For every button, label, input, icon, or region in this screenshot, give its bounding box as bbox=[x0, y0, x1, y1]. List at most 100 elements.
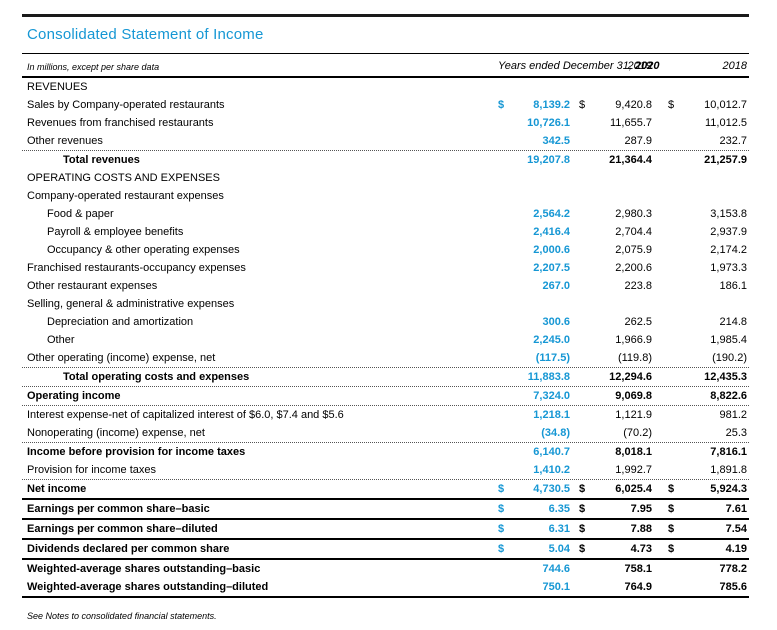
table-row: Franchised restaurants-occupancy expense… bbox=[22, 259, 749, 277]
value-text: 6.35 bbox=[548, 503, 570, 515]
value-2019: 2,980.3 bbox=[579, 208, 652, 220]
value-2018: 1,973.3 bbox=[668, 262, 747, 274]
row-label: Other restaurant expenses bbox=[27, 280, 158, 292]
value-2019: 9,069.8 bbox=[579, 390, 652, 402]
section-header-row: OPERATING COSTS AND EXPENSES bbox=[22, 169, 749, 187]
table-row: Weighted-average shares outstanding–basi… bbox=[22, 558, 749, 578]
value-text: 186.1 bbox=[719, 280, 747, 292]
table-row: Nonoperating (income) expense, net (34.8)… bbox=[22, 424, 749, 442]
value-text: 10,012.7 bbox=[704, 99, 747, 111]
row-label: REVENUES bbox=[27, 81, 88, 93]
value-text: 1,121.9 bbox=[615, 409, 652, 421]
value-2018: 1,985.4 bbox=[668, 334, 747, 346]
table-row: Depreciation and amortization 300.6 262.5 2… bbox=[22, 313, 749, 331]
value-text: 8,139.2 bbox=[533, 99, 570, 111]
value-text: 214.8 bbox=[719, 316, 747, 328]
value-text: 287.9 bbox=[624, 135, 652, 147]
value-2020: (34.8) bbox=[498, 427, 570, 439]
table-row: Other revenues 342.5 287.9 232.7 bbox=[22, 132, 749, 150]
value-text: 10,726.1 bbox=[527, 117, 570, 129]
dollar-sign: $ bbox=[668, 503, 675, 515]
row-label: Other revenues bbox=[27, 135, 103, 147]
row-label: Selling, general & administrative expens… bbox=[27, 298, 235, 310]
value-text: 1,966.9 bbox=[615, 334, 652, 346]
value-text: 2,980.3 bbox=[615, 208, 652, 220]
table-row: Other operating (income) expense, net (11… bbox=[22, 349, 749, 367]
value-2020: 2,207.5 bbox=[498, 262, 570, 274]
value-2018: 778.2 bbox=[668, 563, 747, 575]
table-row: Revenues from franchised restaurants 10,7… bbox=[22, 114, 749, 132]
value-2020: 2,564.2 bbox=[498, 208, 570, 220]
value-2018: $7.54 bbox=[668, 523, 747, 535]
value-text: 262.5 bbox=[624, 316, 652, 328]
value-2020: 1,218.1 bbox=[498, 409, 570, 421]
row-label: Nonoperating (income) expense, net bbox=[27, 427, 205, 439]
row-label: Occupancy & other operating expenses bbox=[47, 244, 240, 256]
value-text: 5,924.3 bbox=[710, 483, 747, 495]
value-text: (190.2) bbox=[712, 352, 747, 364]
value-2019: 758.1 bbox=[579, 563, 652, 575]
value-2018: $5,924.3 bbox=[668, 483, 747, 495]
value-2018: 186.1 bbox=[668, 280, 747, 292]
dollar-sign: $ bbox=[579, 503, 586, 515]
value-text: 7,816.1 bbox=[710, 446, 747, 458]
value-2018: 785.6 bbox=[668, 581, 747, 593]
value-text: 1,891.8 bbox=[710, 464, 747, 476]
value-2019: 12,294.6 bbox=[579, 371, 652, 383]
value-text: 2,245.0 bbox=[533, 334, 570, 346]
value-text: 6,140.7 bbox=[533, 446, 570, 458]
value-2020: 10,726.1 bbox=[498, 117, 570, 129]
row-label: Other bbox=[47, 334, 75, 346]
table-row: Dividends declared per common share $5.04… bbox=[22, 538, 749, 558]
value-2018: $4.19 bbox=[668, 543, 747, 555]
row-label: Food & paper bbox=[47, 208, 114, 220]
value-text: 1,218.1 bbox=[533, 409, 570, 421]
row-label: Operating income bbox=[27, 390, 121, 402]
value-2018: 1,891.8 bbox=[668, 464, 747, 476]
row-label: Earnings per common share–basic bbox=[27, 503, 210, 515]
dollar-sign: $ bbox=[498, 99, 505, 111]
table-header: In millions, except per share data Years… bbox=[22, 53, 749, 78]
dollar-sign: $ bbox=[668, 543, 675, 555]
value-text: 2,200.6 bbox=[615, 262, 652, 274]
page-title: Consolidated Statement of Income bbox=[27, 26, 264, 43]
table-row: Company-operated restaurant expenses bbox=[22, 187, 749, 205]
value-text: 21,364.4 bbox=[609, 154, 652, 166]
table-row: Total revenues 19,207.8 21,364.4 21,257.9 bbox=[22, 150, 749, 169]
value-2019: 11,655.7 bbox=[579, 117, 652, 129]
value-text: 25.3 bbox=[725, 427, 747, 439]
dollar-sign: $ bbox=[579, 483, 586, 495]
value-2018: 8,822.6 bbox=[668, 390, 747, 402]
value-2018: 232.7 bbox=[668, 135, 747, 147]
row-label: Weighted-average shares outstanding–basi… bbox=[27, 563, 261, 575]
table-row: Interest expense-net of capitalized inte… bbox=[22, 405, 749, 424]
value-2018: 3,153.8 bbox=[668, 208, 747, 220]
dollar-sign: $ bbox=[579, 543, 586, 555]
value-2018: (190.2) bbox=[668, 352, 747, 364]
value-2019: 287.9 bbox=[579, 135, 652, 147]
value-2018: 11,012.5 bbox=[668, 117, 747, 129]
footnote: See Notes to consolidated financial stat… bbox=[27, 611, 217, 621]
table-row: Net income $4,730.5 $6,025.4 $5,924.3 bbox=[22, 479, 749, 498]
dollar-sign: $ bbox=[498, 523, 505, 535]
value-2020: 300.6 bbox=[498, 316, 570, 328]
value-2020: 1,410.2 bbox=[498, 464, 570, 476]
table-row: Selling, general & administrative expens… bbox=[22, 295, 749, 313]
table-body: REVENUES Sales by Company-operated restau… bbox=[22, 78, 749, 598]
value-text: 342.5 bbox=[542, 135, 570, 147]
value-2019: $6,025.4 bbox=[579, 483, 652, 495]
value-2018: 2,937.9 bbox=[668, 226, 747, 238]
value-text: 7.88 bbox=[630, 523, 652, 535]
value-text: 1,985.4 bbox=[710, 334, 747, 346]
row-label: Interest expense-net of capitalized inte… bbox=[27, 409, 344, 421]
row-label: Franchised restaurants-occupancy expense… bbox=[27, 262, 246, 274]
value-2020: 7,324.0 bbox=[498, 390, 570, 402]
table-row: Other 2,245.0 1,966.9 1,985.4 bbox=[22, 331, 749, 349]
value-text: 7,324.0 bbox=[533, 390, 570, 402]
row-label: Company-operated restaurant expenses bbox=[27, 190, 224, 202]
value-text: 1,992.7 bbox=[615, 464, 652, 476]
value-2020: 2,000.6 bbox=[498, 244, 570, 256]
value-text: 300.6 bbox=[542, 316, 570, 328]
value-2019: (70.2) bbox=[579, 427, 652, 439]
table-row: Weighted-average shares outstanding–dilu… bbox=[22, 578, 749, 596]
